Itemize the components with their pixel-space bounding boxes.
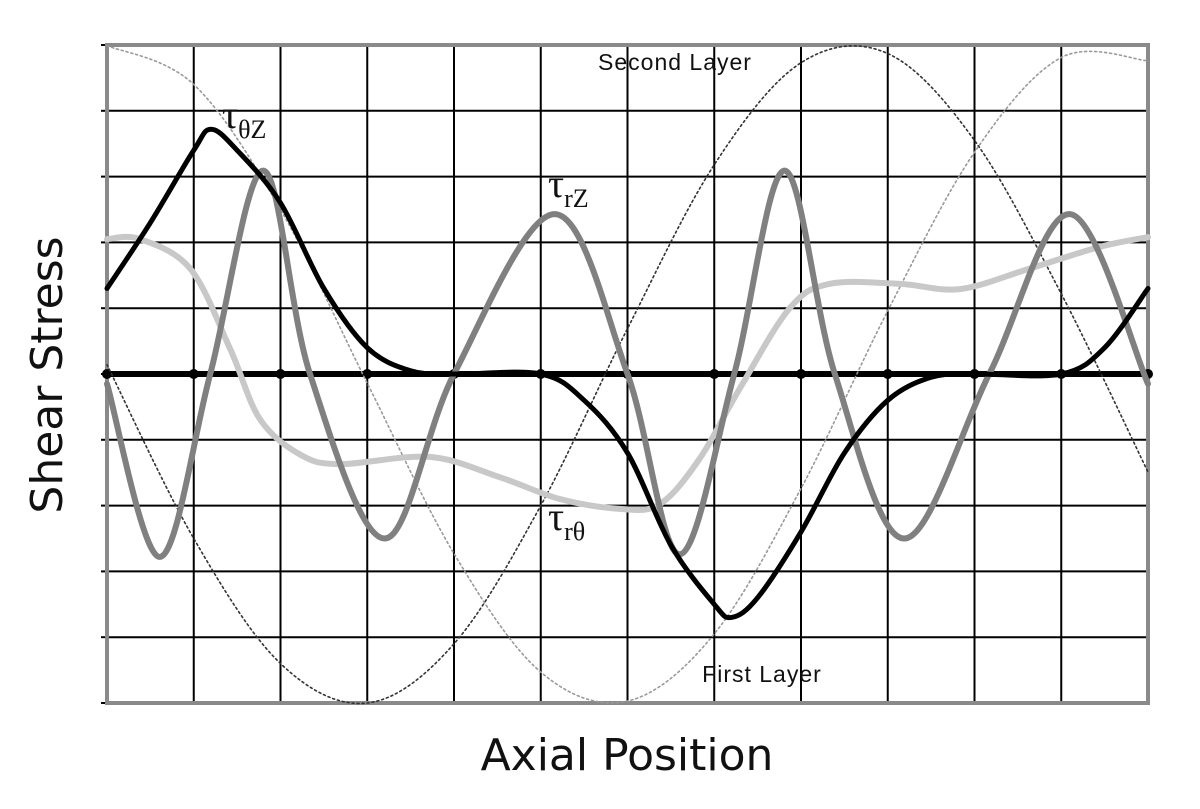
series-label: τθZ [222, 92, 266, 144]
series-line [106, 45, 1149, 705]
x-axis-label: Axial Position [481, 730, 774, 781]
series-label: Second Layer [598, 49, 752, 75]
axis-dot [882, 369, 893, 379]
series-label: τrθ [548, 494, 585, 546]
series-line [106, 44, 1149, 704]
series-label: First Layer [702, 661, 822, 687]
series-label-subscript: θZ [238, 115, 266, 144]
axis-dot [709, 369, 720, 379]
series-label-symbol: τ [548, 494, 564, 539]
axis-dot [275, 369, 286, 379]
series-label-subscript: rZ [564, 184, 589, 213]
axis-dot [796, 369, 806, 379]
y-axis-label: Shear Stress [22, 236, 73, 513]
series-line [104, 126, 1151, 621]
series-line [104, 167, 1151, 560]
series-label-symbol: τ [222, 92, 238, 137]
axis-dot [188, 369, 199, 379]
series-line [104, 233, 1151, 514]
series-label: τrZ [548, 161, 589, 213]
series-label-subscript: rθ [564, 517, 585, 546]
series-label-symbol: τ [548, 161, 564, 206]
